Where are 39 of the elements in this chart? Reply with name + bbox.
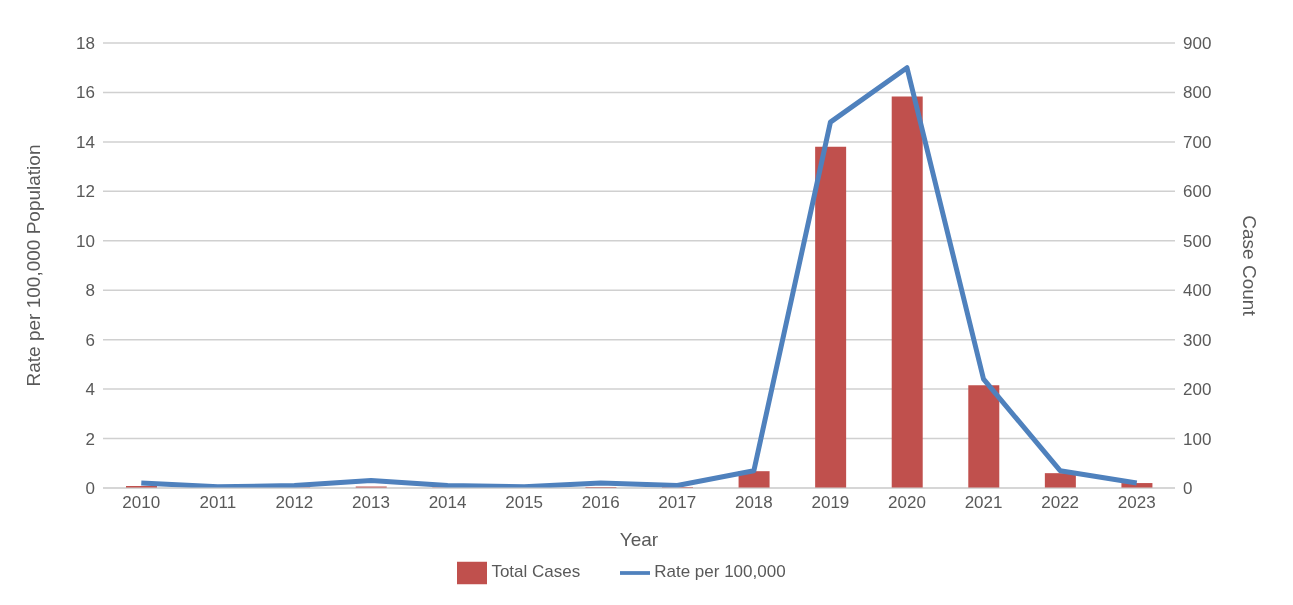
x-tick-label: 2014	[428, 493, 467, 513]
y2-tick-label: 500	[1183, 231, 1212, 251]
x-tick-label: 2011	[199, 493, 237, 513]
y-tick-label: 4	[85, 380, 95, 400]
y-tick-label: 14	[76, 132, 95, 152]
x-tick-label: 2012	[275, 493, 314, 513]
y-tick-label: 10	[76, 231, 95, 251]
y2-tick-label: 800	[1183, 83, 1212, 103]
y2-axis-title: Case Count	[1239, 215, 1261, 317]
x-tick-label: 2013	[352, 493, 390, 513]
x-tick-label: 2022	[1041, 493, 1080, 513]
y2-tick-label: 300	[1183, 330, 1212, 350]
x-axis-title: Year	[619, 529, 659, 550]
y-tick-label: 8	[85, 281, 95, 301]
y-tick-label: 12	[76, 182, 95, 202]
y2-tick-label: 200	[1183, 380, 1212, 400]
y2-tick-label: 0	[1183, 479, 1193, 499]
y-axis-title: Rate per 100,000 Population	[22, 144, 44, 387]
x-tick-label: 2017	[658, 493, 697, 513]
y-tick-label: 6	[85, 330, 95, 350]
y2-tick-label: 400	[1183, 281, 1212, 301]
legend-label: Total Cases	[491, 562, 581, 582]
x-tick-label: 2016	[581, 493, 620, 513]
x-tick-label: 2010	[122, 493, 161, 513]
y-tick-label: 16	[76, 83, 95, 103]
x-tick-label: 2023	[1117, 493, 1156, 513]
legend-label: Rate per 100,000	[654, 562, 786, 582]
y2-tick-label: 600	[1183, 182, 1212, 202]
y-tick-label: 2	[85, 429, 95, 449]
y2-tick-label: 900	[1183, 34, 1212, 54]
y-tick-label: 0	[85, 479, 95, 499]
x-tick-label: 2021	[964, 493, 1003, 513]
y2-tick-label: 100	[1183, 429, 1212, 449]
y2-tick-label: 700	[1183, 132, 1212, 152]
y-tick-label: 18	[76, 34, 95, 54]
x-tick-label: 2015	[505, 493, 544, 513]
x-tick-label: 2018	[734, 493, 773, 513]
x-tick-label: 2020	[888, 493, 926, 513]
x-tick-label: 2019	[811, 493, 850, 513]
